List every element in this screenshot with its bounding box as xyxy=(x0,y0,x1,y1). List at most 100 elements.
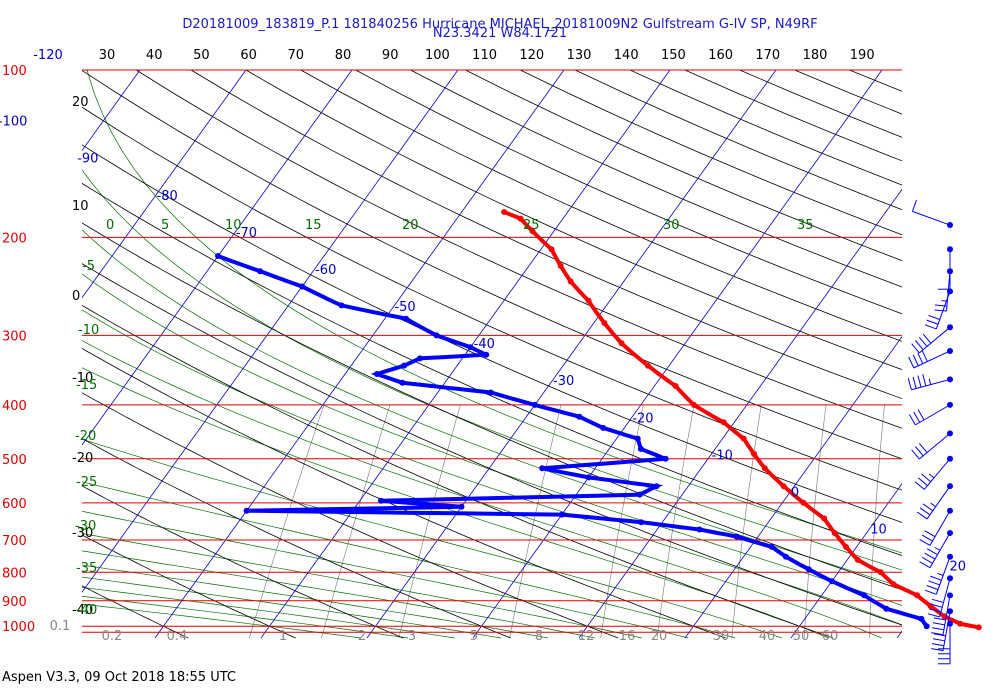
dry-adiabats xyxy=(82,69,902,639)
dewpoint-point xyxy=(861,592,868,599)
moist-adiabat-label: -20 xyxy=(75,429,96,444)
moist-adiabat xyxy=(82,510,689,639)
wind-barb-feather xyxy=(914,481,925,490)
isotherm-label: -40 xyxy=(474,337,495,352)
mixing-ratio-label: 60 xyxy=(822,629,839,644)
footer-text: Aspen V3.3, 09 Oct 2018 18:55 UTC xyxy=(2,670,236,685)
dry-adiabat xyxy=(574,69,902,211)
isotherm-line xyxy=(82,69,353,446)
top-scale-label: -120 xyxy=(33,48,63,63)
dewpoint-point xyxy=(637,445,644,452)
dewpoint-point xyxy=(733,533,740,540)
temperature-point xyxy=(740,435,747,442)
dewpoint-point xyxy=(487,389,494,396)
isotherm-label: 10 xyxy=(870,523,887,538)
isotherm-line xyxy=(82,69,247,299)
dewpoint-point xyxy=(483,351,490,358)
moist-adiabat xyxy=(82,564,549,639)
dry-adiabat xyxy=(82,304,834,639)
top-scale-label: 100 xyxy=(425,48,450,63)
dry-adiabat-label: -30 xyxy=(72,526,93,541)
wind-barb xyxy=(931,592,953,636)
wind-barb-feather xyxy=(928,378,932,385)
top-scale-label: 40 xyxy=(146,48,163,63)
top-scale-label: 90 xyxy=(382,48,399,63)
wind-barb-feather xyxy=(922,333,932,344)
mixing-ratio-label: 20 xyxy=(651,629,668,644)
moist-adiabat xyxy=(82,550,595,639)
temperature-point xyxy=(567,278,574,285)
top-scale-label: 80 xyxy=(335,48,352,63)
moist-adiabat-label: -25 xyxy=(76,475,97,490)
wind-barb xyxy=(931,608,953,652)
wind-barb-staff xyxy=(939,578,951,618)
temperature-point xyxy=(548,246,555,253)
isotherm-label: -60 xyxy=(315,263,336,278)
wind-barb-station xyxy=(947,376,953,383)
mixing-ratio-line xyxy=(248,404,325,639)
dry-adiabat xyxy=(849,69,902,92)
wind-barb-feather xyxy=(912,354,919,366)
wind-barb-feather xyxy=(933,617,946,621)
moist-adiabat xyxy=(82,438,782,639)
wind-barb-feather xyxy=(922,503,934,512)
wind-barb-station xyxy=(947,455,953,462)
temperature-point xyxy=(831,530,838,537)
dewpoint-point xyxy=(531,401,538,408)
isotherm-line xyxy=(0,70,34,638)
mixing-ratio-lines xyxy=(248,404,885,639)
top-scale-label: 70 xyxy=(288,48,305,63)
pressure-tick-label: 800 xyxy=(2,566,27,581)
wind-barb xyxy=(927,575,953,618)
moist-adiabat xyxy=(82,273,902,606)
temperature-point xyxy=(601,320,608,326)
wind-barb xyxy=(919,530,953,569)
wind-barb-feather xyxy=(931,632,944,636)
moist-adiabat xyxy=(82,576,502,639)
dry-adiabat xyxy=(684,69,902,162)
wind-barb-feather xyxy=(921,534,933,542)
top-scale-label: 140 xyxy=(614,48,639,63)
mixing-ratio-line xyxy=(509,404,562,639)
pressure-tick-label: 1000 xyxy=(2,620,35,635)
dry-adiabat-label: -10 xyxy=(72,371,93,386)
wind-barb-feather xyxy=(911,449,920,460)
dry-adiabat xyxy=(135,69,902,429)
wind-barb-feather xyxy=(930,603,943,608)
top-scale-label: 120 xyxy=(519,48,544,63)
wind-barb xyxy=(911,430,953,460)
top-scale-label: 170 xyxy=(755,48,780,63)
wind-barb-feather xyxy=(915,340,924,351)
moist-adiabat-label: 0 xyxy=(106,218,114,233)
wind-barb-feather xyxy=(934,546,941,551)
wind-barb-feather xyxy=(912,376,917,389)
dewpoint-point xyxy=(378,497,384,504)
mixing-ratio-line xyxy=(321,404,391,639)
dewpoint-point xyxy=(416,355,423,362)
dewpoint-point xyxy=(576,413,583,420)
pressure-tick-label: 500 xyxy=(2,453,27,468)
temperature-point xyxy=(761,465,768,472)
wind-barb-feather xyxy=(928,314,940,321)
moist-adiabat-label: -40 xyxy=(76,603,97,618)
wind-barb-staff xyxy=(935,291,951,330)
top-scale-label: 50 xyxy=(193,48,210,63)
wind-barb-station xyxy=(947,575,953,582)
wind-barb xyxy=(908,401,953,426)
dewpoint-point xyxy=(215,253,221,259)
top-scale-label: 180 xyxy=(803,48,828,63)
dry-adiabat xyxy=(82,182,902,556)
dewpoint-point xyxy=(696,526,703,533)
wind-barb-feather xyxy=(929,473,935,479)
wind-barb xyxy=(924,288,953,330)
moist-adiabat-label: 20 xyxy=(402,218,419,233)
wind-barb-staff xyxy=(923,458,951,490)
mixing-ratio-label: 16 xyxy=(619,629,636,644)
moist-adiabat-label: 35 xyxy=(797,218,814,233)
isotherm-line xyxy=(82,69,459,593)
chart-title: D20181009_183819_P.1 181840256 Hurricane… xyxy=(182,17,818,32)
temperature-point xyxy=(957,620,964,627)
moist-adiabat xyxy=(82,229,902,588)
isotherms xyxy=(0,69,902,639)
